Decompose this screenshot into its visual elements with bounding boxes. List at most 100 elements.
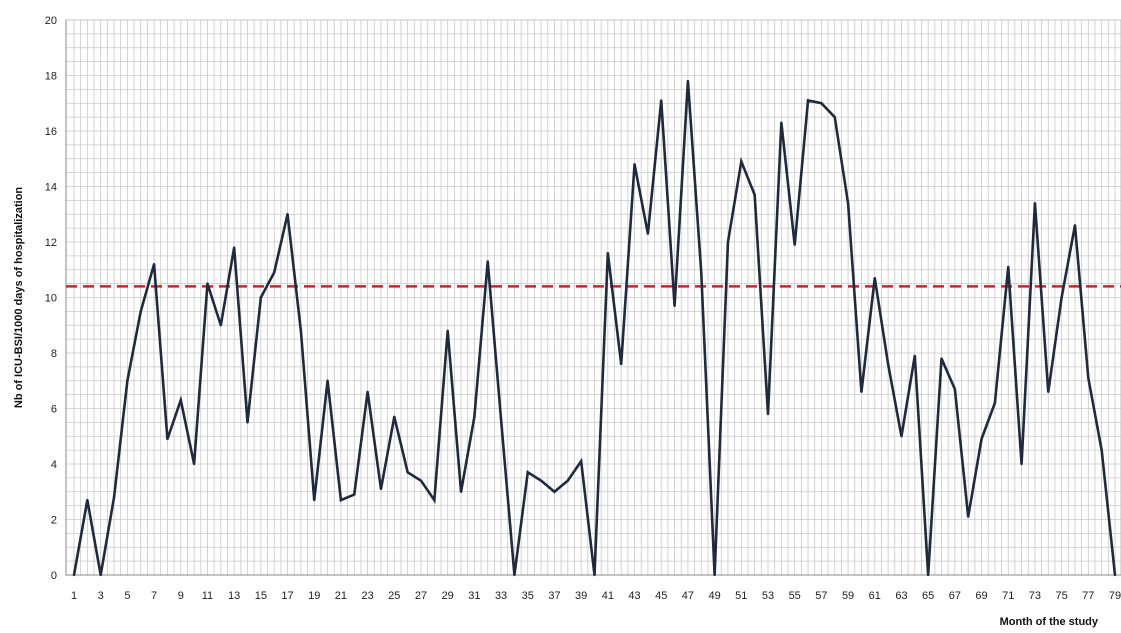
data-point (526, 471, 529, 474)
data-point (900, 435, 903, 438)
data-point (366, 390, 369, 394)
data-point (86, 498, 89, 502)
data-point (1020, 462, 1023, 466)
series-group (72, 79, 1117, 577)
data-point (313, 498, 316, 502)
data-point (686, 79, 690, 83)
data-point (246, 421, 249, 424)
x-tick-label: 53 (762, 590, 774, 602)
x-tick-label: 35 (522, 590, 534, 602)
data-point (606, 251, 610, 255)
data-point (112, 496, 116, 499)
data-point (953, 387, 957, 391)
x-tick-label: 1 (71, 590, 77, 602)
x-tick-label: 67 (949, 590, 961, 602)
data-point (726, 240, 730, 244)
x-tick-label: 9 (178, 590, 184, 602)
data-point (913, 354, 917, 357)
x-tick-label: 69 (975, 590, 987, 602)
x-tick-label: 77 (1082, 590, 1094, 602)
x-axis-ticks: 1 3 5 7 9 11 13 15 17 19 21 23 25 27 29 31 33 35 37 39 41 43 4… (71, 590, 1121, 602)
x-tick-label: 29 (442, 590, 454, 602)
data-point (99, 573, 102, 577)
data-point (1047, 390, 1050, 394)
data-point (820, 102, 823, 105)
y-tick-label: 16 (45, 126, 57, 138)
x-tick-label: 55 (789, 590, 801, 602)
data-point (646, 232, 650, 235)
data-point (1087, 376, 1090, 380)
data-point (446, 329, 449, 332)
data-point (513, 573, 516, 577)
x-tick-label: 73 (1029, 590, 1041, 602)
x-tick-label: 33 (495, 590, 507, 602)
data-point (406, 471, 409, 474)
x-tick-label: 15 (255, 590, 267, 602)
data-point (1113, 573, 1117, 577)
x-tick-label: 19 (308, 590, 320, 602)
data-point (139, 310, 142, 313)
x-tick-label: 79 (1109, 590, 1121, 602)
y-tick-label: 10 (45, 293, 57, 305)
x-tick-label: 61 (869, 590, 881, 602)
x-tick-label: 47 (682, 590, 694, 602)
data-point (72, 573, 76, 577)
data-point (326, 379, 329, 382)
x-tick-label: 25 (388, 590, 400, 602)
x-tick-label: 51 (735, 590, 747, 602)
data-point (553, 490, 556, 493)
x-tick-label: 43 (628, 590, 640, 602)
y-tick-label: 2 (51, 515, 57, 527)
data-point (259, 296, 263, 299)
x-tick-label: 71 (1002, 590, 1014, 602)
x-tick-label: 59 (842, 590, 854, 602)
x-tick-label: 45 (655, 590, 667, 602)
data-point (1033, 201, 1037, 205)
data-point (419, 479, 423, 482)
data-point (980, 437, 983, 441)
data-point (660, 99, 663, 102)
data-point (740, 160, 743, 163)
data-point (433, 498, 436, 502)
data-point (1007, 265, 1010, 269)
y-tick-label: 12 (45, 237, 57, 249)
data-point (232, 246, 236, 249)
x-tick-label: 63 (895, 590, 907, 602)
x-axis-label: Month of the study (1000, 616, 1099, 628)
x-tick-label: 41 (602, 590, 614, 602)
data-point (219, 324, 223, 327)
y-tick-label: 14 (45, 182, 57, 194)
data-point (126, 379, 129, 382)
data-point (539, 479, 543, 482)
data-point (780, 121, 783, 124)
data-point (926, 573, 930, 577)
x-tick-label: 5 (124, 590, 130, 602)
y-tick-label: 6 (51, 404, 57, 416)
data-point (966, 515, 970, 518)
x-tick-label: 57 (815, 590, 827, 602)
y-tick-label: 4 (51, 459, 57, 471)
x-tick-label: 21 (335, 590, 347, 602)
data-point (806, 99, 810, 102)
data-point (579, 460, 583, 463)
data-point (179, 398, 182, 402)
y-tick-label: 0 (51, 570, 57, 582)
y-tick-label: 18 (45, 71, 57, 83)
x-tick-label: 17 (281, 590, 293, 602)
data-point (166, 437, 169, 441)
data-point (299, 329, 303, 332)
x-tick-label: 13 (228, 590, 240, 602)
data-point (633, 163, 636, 166)
data-point (339, 498, 343, 502)
data-point (993, 401, 997, 405)
data-point (940, 357, 943, 360)
x-tick-label: 37 (548, 590, 560, 602)
x-tick-label: 27 (415, 590, 427, 602)
x-tick-label: 31 (468, 590, 480, 602)
data-point (152, 263, 156, 266)
y-tick-label: 8 (51, 348, 57, 360)
data-point (473, 415, 476, 419)
data-point (1100, 448, 1103, 452)
y-tick-label: 20 (45, 15, 57, 27)
